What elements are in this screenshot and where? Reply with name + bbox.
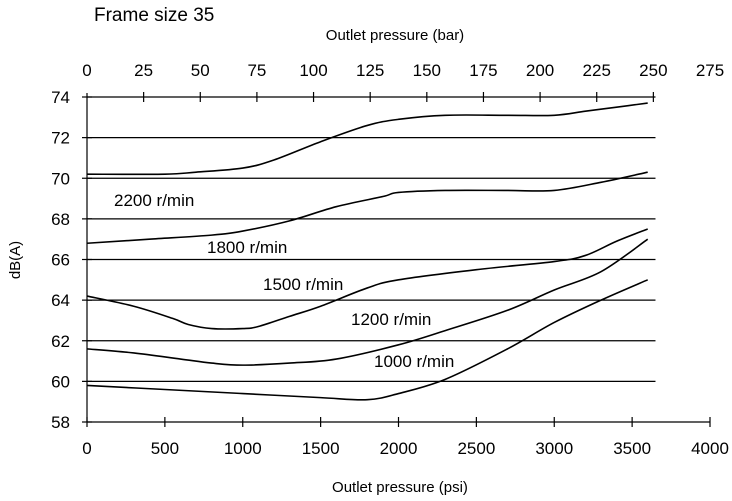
series-label: 1200 r/min: [351, 310, 431, 329]
y-tick-label: 74: [51, 88, 70, 107]
bottom-axis-title: Outlet pressure (psi): [332, 479, 468, 496]
series-line: [86, 102, 648, 176]
top-axis-title: Outlet pressure (bar): [326, 27, 464, 44]
y-tick-label: 58: [51, 413, 70, 432]
series-group: [86, 102, 649, 401]
grid: [87, 96, 656, 382]
x2-tick-label: 75: [247, 61, 266, 80]
series-label: 1500 r/min: [263, 275, 343, 294]
y-axis-title: dB(A): [7, 241, 24, 279]
series-line: [86, 228, 648, 330]
y-tick-label: 64: [51, 291, 70, 310]
x2-tick-label: 225: [583, 61, 611, 80]
x-tick-label: 0: [82, 439, 91, 458]
x-tick-label: 2000: [380, 439, 418, 458]
x2-tick-label: 150: [413, 61, 441, 80]
x2-tick-label: 200: [526, 61, 554, 80]
frame-size-label: Frame size 35: [94, 5, 215, 26]
x2-tick-label: 250: [639, 61, 667, 80]
x2-tick-label: 125: [356, 61, 384, 80]
ticks: [82, 92, 711, 427]
y-tick-label: 60: [51, 372, 70, 391]
x2-tick-label: 50: [191, 61, 210, 80]
y-tick-label: 72: [51, 129, 70, 148]
x-tick-label: 3000: [535, 439, 573, 458]
series-label: 1000 r/min: [374, 352, 454, 371]
y-tick-label: 68: [51, 210, 70, 229]
series-label: 2200 r/min: [114, 191, 194, 210]
x-tick-label: 500: [151, 439, 179, 458]
axes: [86, 93, 710, 423]
series-label: 1800 r/min: [207, 238, 287, 257]
x-tick-label: 4000: [691, 439, 729, 458]
x-tick-label: 3500: [613, 439, 651, 458]
x2-tick-label: 0: [82, 61, 91, 80]
x-tick-label: 2500: [457, 439, 495, 458]
series-line: [86, 171, 648, 245]
series-line: [86, 279, 649, 401]
series-line: [86, 238, 649, 366]
y-tick-label: 62: [51, 332, 70, 351]
x2-tick-label: 25: [134, 61, 153, 80]
x-tick-label: 1500: [302, 439, 340, 458]
x2-tick-label: 275: [696, 61, 724, 80]
y-tick-label: 70: [51, 169, 70, 188]
x2-tick-label: 100: [299, 61, 327, 80]
x2-tick-label: 175: [469, 61, 497, 80]
y-tick-label: 66: [51, 251, 70, 270]
x-tick-label: 1000: [224, 439, 262, 458]
